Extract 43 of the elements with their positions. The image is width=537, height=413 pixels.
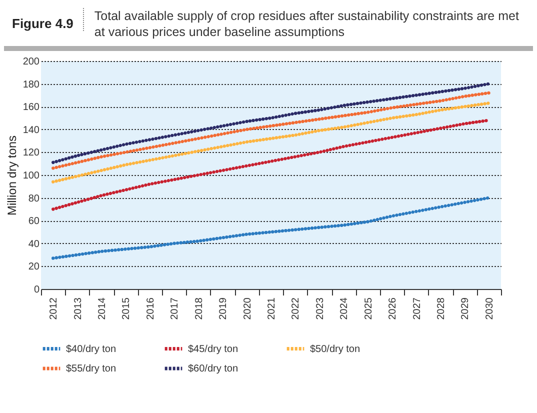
y-tick-label: 0	[34, 284, 40, 296]
x-tick-label: 2013	[72, 297, 84, 320]
y-tick-label: 100	[22, 170, 40, 182]
y-tick-label: 160	[22, 102, 40, 114]
line-series	[52, 102, 490, 184]
x-tick-label: 2017	[170, 297, 181, 320]
x-tick-label: 2023	[314, 297, 326, 320]
x-tick-label: 2025	[363, 297, 374, 320]
x-tick-label: 2022	[290, 297, 302, 320]
y-tick-label: 180	[22, 79, 40, 90]
x-tick-label: 2024	[339, 297, 350, 320]
x-tick-label: 2030	[484, 297, 496, 320]
y-tick-label: 140	[22, 124, 40, 136]
legend-label: $45/dry ton	[188, 344, 238, 355]
y-tick-label: 40	[28, 238, 40, 250]
line-series	[52, 196, 490, 260]
line-series	[52, 91, 490, 170]
y-tick-label: 200	[22, 56, 40, 68]
x-tick-label: 2021	[266, 297, 278, 320]
y-tick-label: 60	[28, 216, 40, 228]
x-tick-label: 2016	[145, 297, 156, 320]
caption: Figure 4.9	[12, 8, 84, 31]
legend-label: $60/dry ton	[188, 364, 238, 374]
x-tick-label: 2028	[436, 297, 447, 320]
x-tick-label: 2015	[121, 297, 132, 320]
x-tick-label: 2018	[194, 297, 205, 320]
x-tick-label: 2027	[412, 297, 423, 320]
legend-label: $40/dry ton	[66, 344, 116, 355]
x-tick-label: 2014	[97, 297, 108, 320]
y-tick-label: 80	[28, 193, 40, 204]
x-tick-label: 2012	[48, 297, 60, 320]
legend-label: $55/dry ton	[66, 364, 116, 374]
legend-label: $50/dry ton	[310, 344, 360, 355]
x-tick-label: 2020	[242, 297, 254, 320]
y-tick-label: 120	[22, 148, 40, 159]
y-tick-label: 20	[28, 262, 40, 273]
chart-title: Total available supply of crop residues after sustainability constraints are met at various prices under baseline assumptions	[94, 8, 520, 40]
x-tick-label: 2019	[218, 297, 230, 320]
x-tick-label: 2026	[388, 297, 399, 320]
y-axis-title: Million dry tons	[4, 135, 19, 216]
line-series	[52, 118, 490, 211]
x-tick-label: 2029	[460, 297, 472, 320]
line-series	[52, 82, 490, 164]
